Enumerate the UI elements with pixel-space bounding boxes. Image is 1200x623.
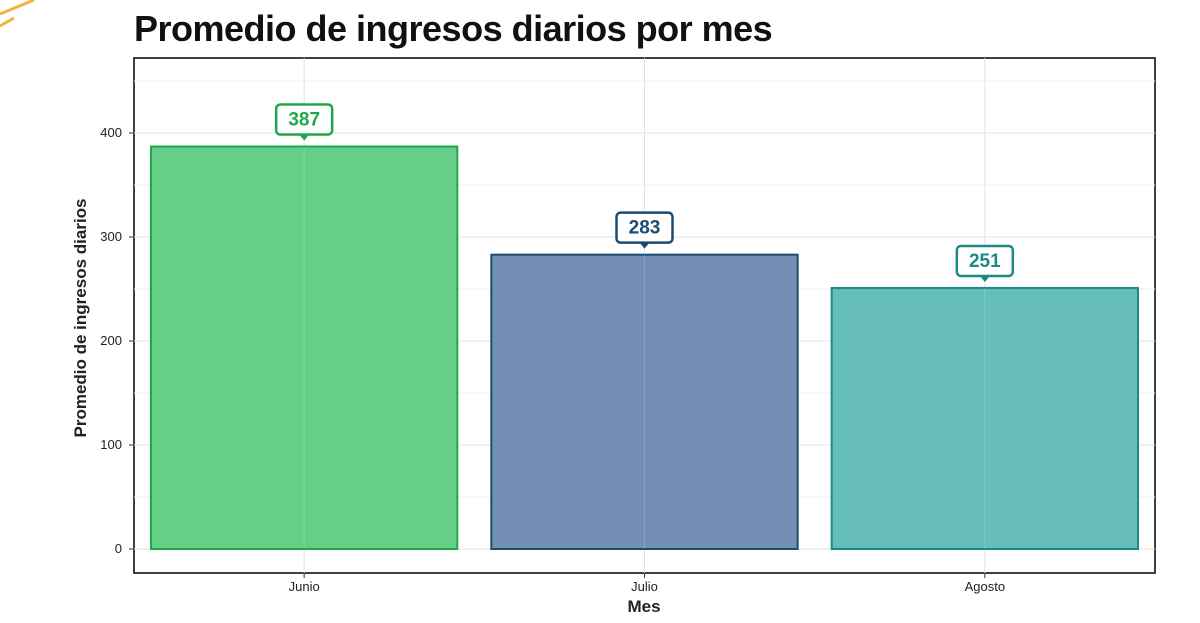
corner-logo-mark	[0, 0, 35, 28]
chart-title: Promedio de ingresos diarios por mes	[134, 8, 773, 49]
x-tick-label: Junio	[289, 579, 320, 594]
bar-agosto	[830, 286, 1139, 550]
x-axis-title: Mes	[627, 597, 660, 616]
bars	[150, 145, 1139, 551]
y-tick-label: 200	[100, 333, 122, 348]
value-callout-pointer	[979, 275, 990, 282]
bar-julio	[490, 253, 799, 550]
y-tick-label: 400	[100, 125, 122, 140]
value-label: 387	[288, 110, 320, 131]
axes: 0 100 200 300 400 Junio Julio Agosto	[100, 125, 1005, 594]
x-tick-label: Julio	[631, 579, 658, 594]
value-label: 283	[629, 218, 661, 239]
value-callout-pointer	[299, 134, 310, 141]
value-callout-pointer	[639, 242, 650, 249]
bar-junio	[150, 145, 459, 551]
x-tick-label: Agosto	[965, 579, 1005, 594]
y-tick-label: 300	[100, 229, 122, 244]
value-callout-box	[274, 103, 334, 136]
y-tick-label: 100	[100, 437, 122, 452]
y-axis-title: Promedio de ingresos diarios	[71, 198, 90, 437]
y-tick-label: 0	[115, 541, 122, 556]
data-labels: 387 283 251	[274, 103, 1015, 282]
value-label: 251	[969, 251, 1001, 272]
